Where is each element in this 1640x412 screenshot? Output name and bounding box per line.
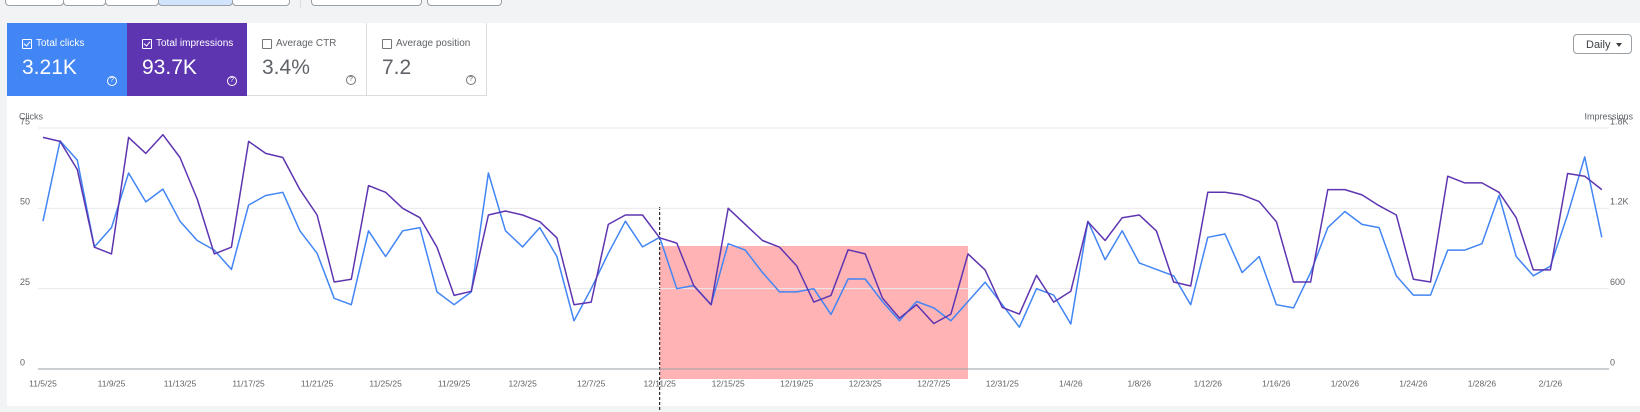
x-tick-label: 2/1/26 [1539, 378, 1563, 388]
x-tick-label: 1/28/26 [1468, 378, 1497, 388]
x-tick-label: 12/15/25 [712, 378, 745, 388]
x-tick-label: 1/8/26 [1127, 378, 1151, 388]
metric-value: 3.4% [262, 56, 310, 79]
metric-card[interactable]: Average CTR 3.4% ? [247, 23, 367, 96]
series-line [42, 140, 1603, 328]
metric-value: 93.7K [142, 56, 197, 79]
y2-tick-label: 1.2K [1610, 197, 1629, 207]
metric-label: Average CTR [276, 38, 337, 49]
checkbox[interactable] [382, 39, 392, 49]
metric-label: Average position [396, 38, 471, 49]
x-tick-label: 11/5/25 [29, 378, 57, 388]
toolbar-button[interactable] [311, 0, 422, 6]
metric-label: Total clicks [36, 38, 85, 49]
series-line [42, 133, 1603, 325]
y2-tick-label: 600 [1610, 277, 1625, 287]
x-tick-label: 1/16/26 [1262, 378, 1291, 388]
x-tick-label: 1/4/26 [1059, 378, 1083, 388]
metric-card[interactable]: Total impressions 93.7K ? [127, 23, 247, 96]
metric-value: 7.2 [382, 56, 412, 79]
x-tick-label: 12/11/25 [643, 378, 676, 388]
help-icon[interactable]: ? [466, 75, 476, 85]
x-tick-label: 11/29/25 [438, 378, 471, 388]
x-tick-label: 11/17/25 [232, 378, 265, 388]
x-tick-label: 11/21/25 [301, 378, 334, 388]
help-icon[interactable]: ? [346, 75, 356, 85]
y-tick-label: 75 [20, 116, 30, 126]
metric-value: 3.21K [22, 56, 77, 79]
x-tick-label: 1/24/26 [1399, 378, 1428, 388]
x-tick-label: 12/23/25 [849, 378, 882, 388]
period-dropdown[interactable]: Daily [1573, 34, 1632, 54]
y-tick-label: 0 [20, 357, 25, 367]
checkbox[interactable] [262, 39, 272, 49]
x-tick-label: 12/7/25 [577, 378, 606, 388]
dropdown-label: Daily [1586, 39, 1611, 51]
x-tick-label: 12/3/25 [508, 378, 537, 388]
y2-tick-label: 0 [1610, 357, 1615, 367]
toolbar-button[interactable] [232, 0, 290, 6]
separator [300, 0, 301, 8]
checkbox[interactable] [22, 39, 32, 49]
help-icon[interactable]: ? [227, 76, 237, 86]
metric-card[interactable]: Total clicks 3.21K ? [7, 23, 127, 96]
caret [1616, 43, 1622, 47]
metric-label: Total impressions [156, 38, 234, 49]
checkbox[interactable] [142, 39, 152, 49]
x-tick-label: 11/9/25 [98, 378, 126, 388]
highlight-region [659, 246, 969, 379]
x-tick-label: 11/25/25 [369, 378, 402, 388]
y2-tick-label: 1.8K [1610, 116, 1629, 126]
x-tick-label: 1/20/26 [1331, 378, 1360, 388]
toolbar-button[interactable] [427, 0, 502, 6]
x-tick-label: 1/12/26 [1194, 378, 1223, 388]
y-axis-title: Clicks [19, 111, 43, 121]
x-tick-label: 12/27/25 [917, 378, 950, 388]
help-icon[interactable]: ? [107, 76, 117, 86]
x-tick-label: 11/13/25 [164, 378, 197, 388]
x-tick-label: 12/31/25 [986, 378, 1019, 388]
y2-axis-title: Impressions [1584, 111, 1633, 121]
y-tick-label: 50 [20, 197, 30, 207]
metric-card[interactable]: Average position 7.2 ? [367, 23, 487, 96]
x-tick-label: 12/19/25 [780, 378, 813, 388]
y-tick-label: 25 [20, 277, 30, 287]
